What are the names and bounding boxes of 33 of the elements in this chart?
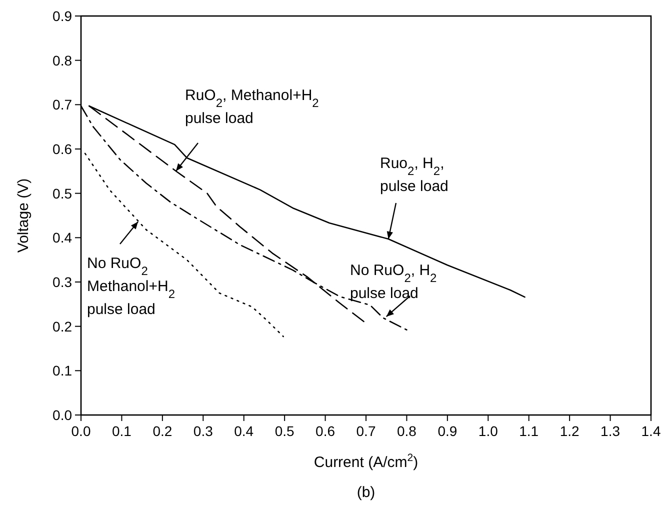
y-tick-label: 0.9 (52, 8, 72, 24)
y-tick-label: 0.5 (52, 185, 72, 202)
y-tick-label: 0.8 (52, 52, 72, 68)
x-tick-label: 1.1 (519, 423, 539, 439)
y-tick-label: 0.2 (52, 318, 72, 334)
x-tick-label: 0.0 (71, 423, 91, 439)
y-tick-label: 0.1 (52, 362, 72, 379)
x-tick-label: 0.9 (438, 423, 458, 439)
y-tick-label: 0.0 (52, 407, 72, 423)
x-tick-label: 0.1 (112, 423, 132, 439)
x-tick-label: 0.5 (274, 423, 295, 439)
x-tick-label: 1.0 (478, 423, 498, 439)
text: (b) (356, 484, 376, 501)
annotation: Ruo$_{2}$, H$_{2}$, pulse load (380, 155, 448, 195)
annotation: No RuO$_{2}$, H$_{2}$ pulse load (350, 262, 438, 302)
y-tick-label: 0.6 (52, 141, 72, 157)
annotation: No RuO$_{2}$ Methanol+H$_{2}$ pulse load (87, 255, 176, 318)
y-tick-label: 0.4 (52, 230, 72, 246)
x-tick-label: 0.2 (152, 423, 172, 439)
y-tick-label: 0.3 (52, 274, 72, 290)
x-tick-label: 0.3 (193, 423, 214, 439)
x-tick-label: 0.4 (234, 423, 254, 439)
x-tick-label: 0.7 (356, 423, 376, 439)
text: RuO$_{2}$, Methanol+H$_{2}$ pulse load (185, 87, 319, 127)
x-axis-title: Current (A/cm$^{2}$) (314, 452, 418, 471)
x-tick-label: 0.6 (316, 423, 336, 439)
y-axis-title: Voltage (V) (15, 178, 32, 253)
y-tick-label: 0.7 (52, 96, 72, 113)
x-tick-label: 0.8 (396, 423, 417, 439)
x-tick-label: 1.4 (641, 423, 661, 439)
x-tick-label: 1.2 (560, 423, 580, 439)
x-tick-label: 1.3 (600, 423, 620, 439)
line-series (84, 152, 284, 338)
